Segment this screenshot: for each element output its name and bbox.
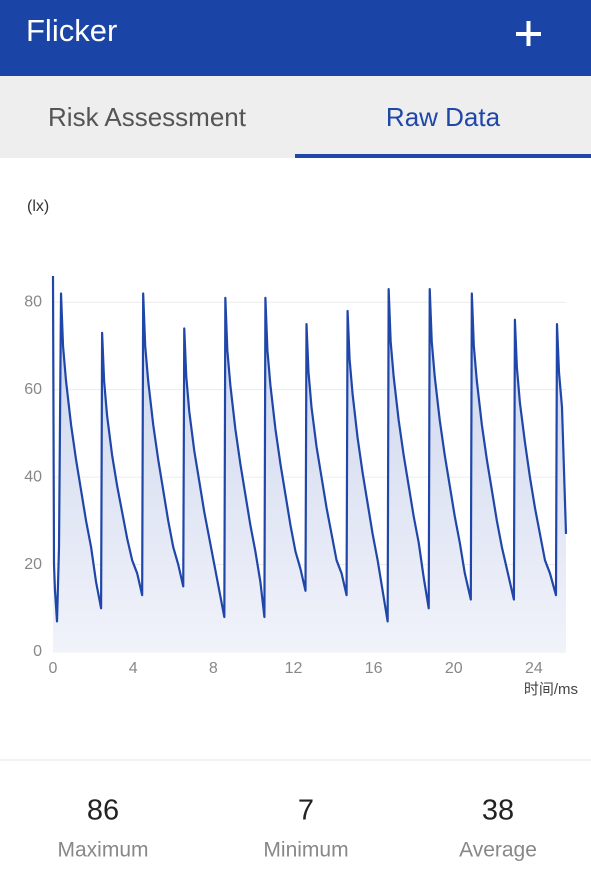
x-tick-label: 24 [525,660,543,677]
app-title: Flicker [26,13,117,48]
x-tick-label: 8 [209,660,218,677]
y-tick-label: 60 [24,381,42,398]
data-line [51,275,568,623]
x-tick-label: 20 [445,660,463,677]
stat-value: 38 [482,795,514,827]
tab[interactable]: Risk Assessment [48,102,247,132]
y-tick-label: 0 [33,643,42,660]
stat-label: Minimum [263,839,348,862]
x-tick-label: 4 [129,660,138,677]
x-tick-label: 12 [285,660,303,677]
y-tick-label: 20 [24,556,42,573]
y-tick-label: 40 [24,468,42,485]
y-axis-label: (lx) [27,198,49,215]
x-tick-label: 16 [365,660,383,677]
x-tick-label: 0 [49,660,58,677]
area-fill [53,276,566,652]
stat-label: Maximum [57,839,148,862]
stat-value: 86 [87,795,119,827]
x-axis-label: 时间/ms [524,681,578,698]
add-button[interactable] [516,21,541,46]
stat-value: 7 [298,795,314,827]
tab-indicator [295,154,591,158]
y-tick-label: 80 [24,293,42,310]
tab-bar [0,76,591,158]
stat-label: Average [459,839,537,862]
tab[interactable]: Raw Data [386,102,501,132]
app-bar [0,0,591,76]
